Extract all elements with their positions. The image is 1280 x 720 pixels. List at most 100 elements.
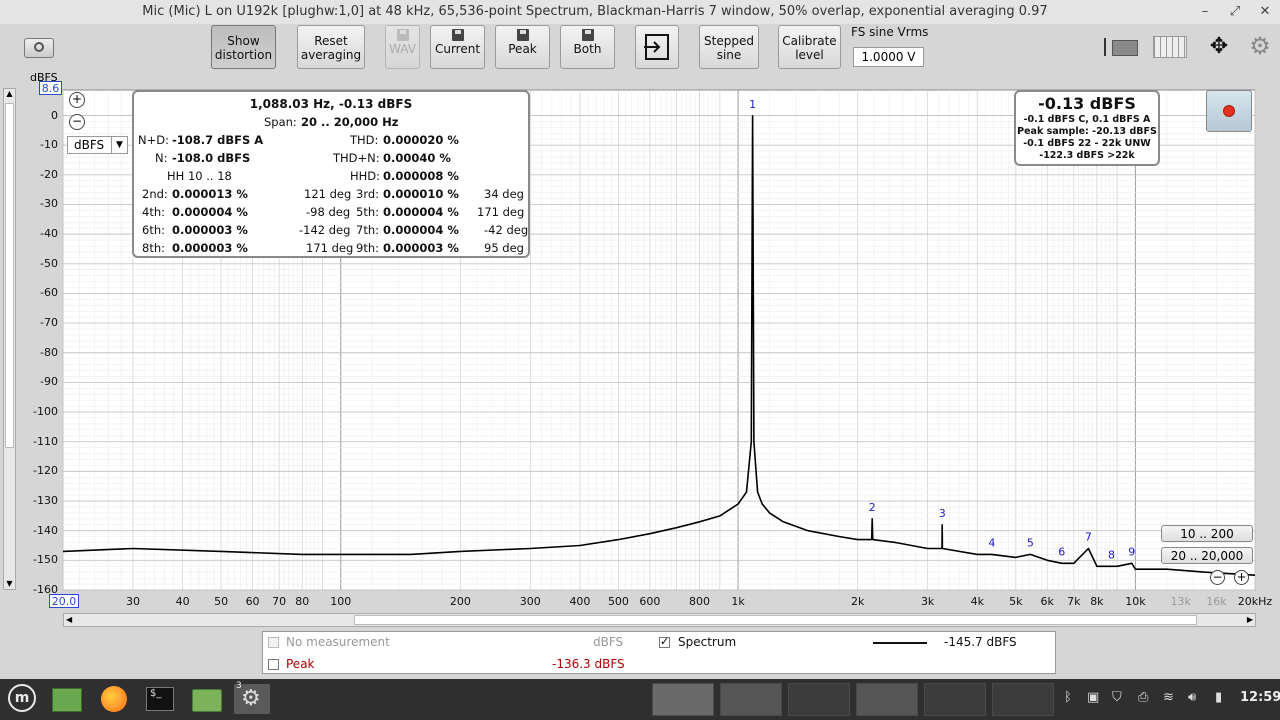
zoom-20-20000-button[interactable]: 20 .. 20,000: [1161, 547, 1253, 564]
y-tick-label: -110: [33, 434, 58, 448]
y-tick-label: -60: [40, 286, 58, 300]
horizontal-scroll-thumb[interactable]: [354, 615, 1197, 625]
bluetooth-icon[interactable]: ᛒ: [1064, 690, 1072, 705]
wifi-icon[interactable]: ≋: [1163, 690, 1174, 705]
window-count-badge: 3: [236, 681, 242, 691]
harmonic-value: 0.000004 %: [383, 205, 459, 219]
shield-icon[interactable]: ⛉: [1112, 690, 1122, 705]
zoom-out-icon[interactable]: −: [69, 114, 85, 130]
hh-range-label: HH 10 .. 18: [167, 169, 232, 183]
save-peak-button[interactable]: Peak: [495, 25, 550, 69]
zoom-in-icon[interactable]: +: [69, 92, 85, 108]
no-measurement-checkbox[interactable]: [268, 637, 279, 648]
clipboard-icon[interactable]: ▣: [1087, 690, 1100, 705]
peak-legend-value: -136.3 dBFS: [552, 657, 625, 671]
y-max-input[interactable]: 8.6: [39, 81, 62, 95]
reset-averaging-label: Reset averaging: [300, 34, 362, 62]
spectrum-checkbox[interactable]: ✓: [659, 635, 670, 648]
record-button[interactable]: [1206, 90, 1252, 132]
restore-button[interactable]: ⤢: [1229, 4, 1241, 19]
y-tick-label: -150: [33, 553, 58, 567]
both-label: Both: [573, 42, 602, 56]
workspace-5[interactable]: [924, 683, 986, 716]
x-tick-label: 50: [214, 595, 229, 608]
battery-icon[interactable]: ▮: [1215, 690, 1223, 705]
peak-level-panel[interactable]: -0.13 dBFS -0.1 dBFS C, 0.1 dBFS A Peak …: [1014, 90, 1160, 166]
harmonic-marker-label: 4: [988, 536, 995, 549]
window-title: Mic (Mic) L on U192k [plughw:1,0] at 48 …: [142, 4, 1048, 19]
wav-button[interactable]: WAV: [385, 25, 420, 69]
save-current-button[interactable]: Current: [430, 25, 485, 69]
y-tick-label: -120: [33, 464, 58, 478]
x-tick-label: 6k: [1040, 595, 1054, 608]
workspace-4[interactable]: [856, 683, 918, 716]
x-tick-label: 2k: [850, 595, 865, 608]
reset-averaging-button[interactable]: Reset averaging: [297, 25, 365, 69]
horizontal-scrollbar[interactable]: ◀ ▶: [63, 613, 1256, 627]
close-button[interactable]: ✕: [1259, 4, 1271, 19]
x-tick-label: 1k: [731, 595, 745, 608]
x-tick-label: 10k: [1125, 595, 1146, 608]
distortion-info-panel[interactable]: 1,088.03 Hz, -0.13 dBFS Span: 20 .. 20,0…: [132, 90, 530, 258]
zoom-out-icon[interactable]: −: [1210, 570, 1225, 585]
y-tick-label: -70: [40, 316, 58, 330]
workspace-2[interactable]: [720, 683, 782, 716]
calibrate-level-button[interactable]: Calibrate level: [778, 25, 841, 69]
fs-sine-input[interactable]: 1.0000 V: [853, 47, 924, 67]
harmonic-label: 2nd:: [142, 187, 168, 201]
settings-app-icon[interactable]: ⚙ 3: [234, 681, 270, 714]
save-icon: [451, 29, 464, 41]
import-button[interactable]: [635, 25, 679, 69]
peak-sample: Peak sample: -20.13 dBFS: [1017, 126, 1157, 137]
harmonic-marker-label: 1: [749, 98, 756, 111]
workspace-6[interactable]: [992, 683, 1054, 716]
harmonic-phase: 171 deg: [477, 205, 525, 219]
workspace-1[interactable]: [652, 683, 714, 716]
n-label: N:: [155, 151, 168, 165]
y-axis-unit: dBFS: [30, 71, 58, 84]
y-unit-select[interactable]: dBFS ▼: [67, 136, 128, 154]
check-icon: ✓: [660, 635, 670, 648]
harmonic-label: 6th:: [142, 223, 165, 237]
harmonic-marker-label: 2: [869, 501, 876, 514]
move-arrows-icon[interactable]: ✥: [1209, 34, 1229, 59]
vertical-scrollbar[interactable]: ▲ ▼: [3, 88, 16, 590]
no-measurement-label: No measurement: [286, 635, 390, 649]
firefox-icon[interactable]: [98, 684, 130, 714]
printer-icon[interactable]: ⎙: [1138, 690, 1149, 705]
volume-icon[interactable]: 🔊︎: [1188, 690, 1197, 705]
desktop-icon[interactable]: [50, 684, 82, 714]
zoom-in-icon[interactable]: +: [1234, 570, 1249, 585]
legend-panel: No measurement dBFS ✓ Spectrum -145.7 dB…: [262, 631, 1056, 674]
workspace-3[interactable]: [788, 683, 850, 716]
harmonic-label: 3rd:: [356, 187, 380, 201]
x-min-input[interactable]: 20.0: [49, 594, 79, 608]
x-tick-label: 8k: [1090, 595, 1104, 608]
zoom-10-200-button[interactable]: 10 .. 200: [1161, 525, 1253, 542]
calibrate-level-label: Calibrate level: [782, 34, 837, 62]
nd-value: -108.7 dBFS A: [172, 133, 264, 147]
columns-icon[interactable]: [1153, 36, 1187, 58]
folder-icon[interactable]: [190, 684, 222, 714]
harmonic-value: 0.000003 %: [172, 223, 248, 237]
thdn-value: 0.00040 %: [383, 151, 451, 165]
harmonic-marker-label: 6: [1058, 545, 1065, 558]
stepped-sine-button[interactable]: Stepped sine: [699, 25, 759, 69]
record-icon: [1223, 105, 1235, 117]
camera-icon[interactable]: [24, 38, 54, 58]
harmonic-phase: 34 deg: [484, 187, 524, 201]
y-tick-label: -40: [40, 227, 58, 241]
menu-icon[interactable]: m: [6, 684, 38, 714]
vertical-scroll-thumb[interactable]: [5, 103, 14, 448]
show-distortion-button[interactable]: Show distortion: [211, 25, 276, 69]
gear-icon[interactable]: ⚙: [1249, 32, 1271, 60]
x-tick-label: 30: [125, 595, 140, 608]
peak-checkbox[interactable]: [268, 659, 279, 670]
terminal-icon[interactable]: $_: [144, 684, 176, 714]
y-tick-label: -160: [33, 583, 58, 596]
save-both-button[interactable]: Both: [560, 25, 615, 69]
wav-label: WAV: [389, 42, 416, 56]
harmonic-label: 5th:: [356, 205, 379, 219]
minimize-button[interactable]: –: [1201, 4, 1209, 19]
graph-layout-icon[interactable]: [1104, 36, 1140, 58]
